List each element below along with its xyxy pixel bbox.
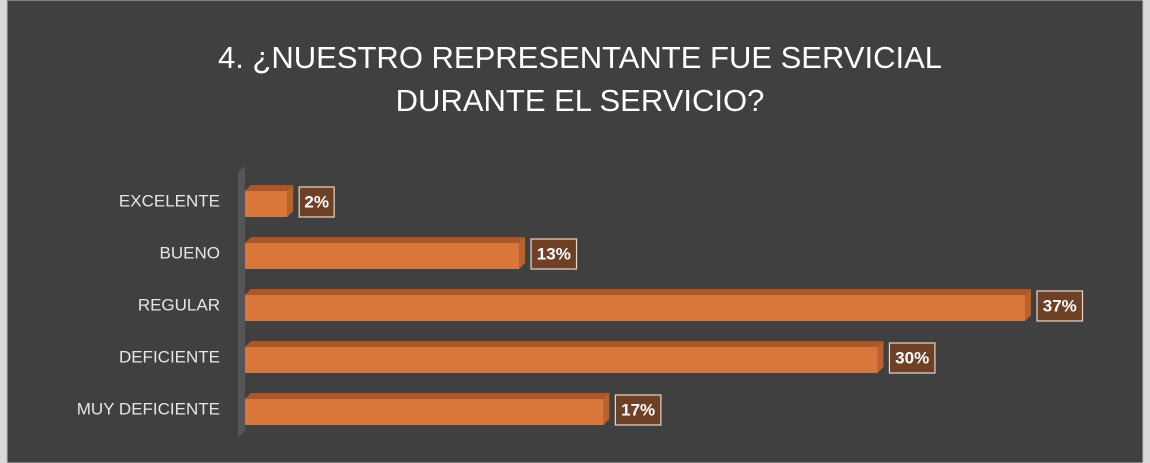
bar-end (519, 237, 526, 269)
value-label-box (888, 342, 936, 374)
value-label: 30% (895, 348, 929, 367)
bar-top (245, 289, 1031, 295)
value-label-box (614, 394, 662, 426)
bar (245, 399, 604, 425)
back-wall (238, 166, 245, 438)
value-label-box (298, 186, 335, 218)
bar-end (603, 393, 610, 425)
bar-end (877, 341, 884, 373)
value-label: 13% (537, 244, 571, 263)
category-label: REGULAR (138, 295, 220, 314)
chart-background (6, 0, 1144, 463)
value-label: 17% (621, 400, 655, 419)
category-label: MUY DEFICIENTE (77, 399, 220, 418)
category-label: BUENO (160, 243, 220, 262)
value-label: 2% (304, 192, 329, 211)
bar-top (245, 185, 294, 191)
chart-title: 4. ¿NUESTRO REPRESENTANTE FUE SERVICIAL … (217, 40, 943, 118)
category-label: EXCELENTE (119, 191, 220, 210)
bar-top (245, 237, 526, 243)
bar (245, 243, 520, 269)
bar-end (287, 185, 294, 217)
bar-top (245, 341, 884, 347)
value-label-box (530, 238, 578, 270)
bar-end (1025, 289, 1031, 321)
bar (245, 347, 878, 373)
bar-top (245, 393, 610, 399)
value-label-box (1036, 290, 1084, 322)
category-label: DEFICIENTE (119, 347, 220, 366)
value-label: 37% (1043, 296, 1077, 315)
bar (245, 295, 1025, 321)
bar (245, 191, 288, 217)
